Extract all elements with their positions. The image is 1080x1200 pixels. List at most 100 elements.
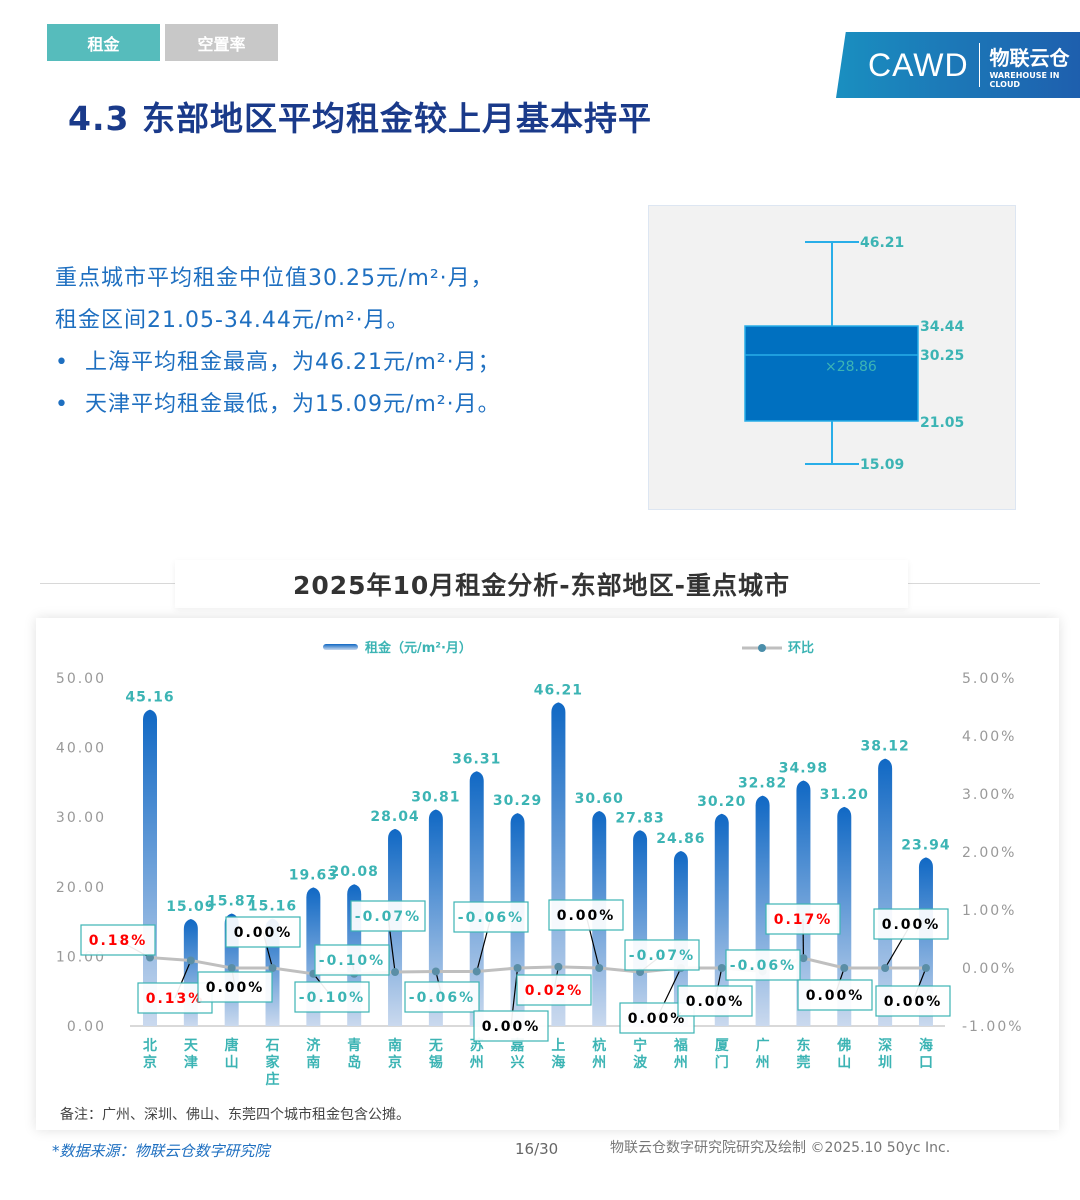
y2-tick-label: 2.00% bbox=[962, 845, 1016, 861]
mom-label-box bbox=[294, 981, 370, 1013]
mom-point bbox=[595, 964, 604, 972]
bar-value-label: 15.16 bbox=[248, 898, 297, 914]
tab-rent[interactable]: 租金 bbox=[47, 24, 160, 61]
legend-label-rent: 租金（元/m²·月） bbox=[365, 640, 472, 656]
mom-point bbox=[717, 964, 726, 972]
boxplot: 46.21 34.44 30.25 ×28.86 21.05 15.09 bbox=[744, 235, 965, 473]
bar-value-label: 19.63 bbox=[289, 867, 338, 883]
logo-brand: 物联云仓 bbox=[989, 45, 1070, 70]
mom-point bbox=[513, 964, 522, 972]
bar-value-label: 46.21 bbox=[534, 682, 583, 698]
divider bbox=[40, 583, 175, 584]
bar-佛山 bbox=[837, 806, 852, 1026]
legend: 租金（元/m²·月） 环比 bbox=[323, 640, 814, 656]
mom-label-box bbox=[473, 1010, 549, 1042]
bar-value-label: 28.04 bbox=[370, 809, 419, 825]
bar-value-label: 15.87 bbox=[207, 894, 256, 910]
bar-value-label: 30.81 bbox=[411, 790, 460, 806]
x-tick-label: 苏州 bbox=[469, 1037, 484, 1071]
x-tick-label: 厦门 bbox=[715, 1038, 730, 1071]
logo-cawd: CAWD bbox=[868, 46, 969, 83]
y2-tick-label: 4.00% bbox=[962, 729, 1016, 745]
bar-value-label: 20.08 bbox=[330, 864, 379, 880]
label-median: 30.25 bbox=[920, 348, 964, 364]
mom-value-label: -0.10% bbox=[299, 990, 365, 1006]
y2-tick-label: -1.00% bbox=[962, 1019, 1024, 1035]
legend-label-mom: 环比 bbox=[788, 640, 814, 656]
x-tick-label: 广州 bbox=[755, 1037, 770, 1071]
box-iqr bbox=[744, 325, 919, 422]
bar-厦门 bbox=[714, 813, 729, 1026]
bar-value-label: 24.86 bbox=[656, 831, 705, 847]
y2-tick-label: 5.00% bbox=[962, 671, 1016, 687]
mom-point bbox=[799, 954, 808, 963]
logo-divider bbox=[978, 43, 980, 87]
mom-value-label: 0.00% bbox=[806, 988, 865, 1004]
mom-point bbox=[186, 956, 195, 965]
mom-value-label: 0.00% bbox=[628, 1011, 687, 1027]
summary-line: 租金区间21.05-34.44元/m²·月。 bbox=[55, 308, 410, 333]
page-title: 4.3 东部地区平均租金较上月基本持平 bbox=[68, 99, 652, 138]
y2-tick-label: 1.00% bbox=[962, 903, 1016, 919]
mom-label-box bbox=[624, 939, 700, 971]
label-mean: ×28.86 bbox=[825, 359, 877, 375]
label-min: 15.09 bbox=[860, 457, 904, 473]
x-tick-label: 石家庄 bbox=[265, 1038, 281, 1088]
mom-label-box bbox=[225, 916, 301, 948]
mom-value-label: -0.06% bbox=[730, 958, 796, 974]
bar-宁波 bbox=[633, 830, 648, 1026]
bar-value-label: 38.12 bbox=[860, 739, 909, 755]
mom-value-label: 0.00% bbox=[686, 994, 745, 1010]
x-tick-label: 深圳 bbox=[878, 1037, 892, 1071]
mom-label-box bbox=[797, 979, 873, 1011]
x-tick-label: 济南 bbox=[306, 1037, 321, 1071]
bar-北京 bbox=[143, 709, 157, 1026]
x-tick-label: 佛山 bbox=[836, 1037, 851, 1071]
y-tick-label: 30.00 bbox=[56, 810, 106, 826]
mom-point bbox=[431, 967, 440, 976]
boxplot-panel: 46.21 34.44 30.25 ×28.86 21.05 15.09 bbox=[648, 205, 1016, 510]
x-tick-label: 唐山 bbox=[225, 1037, 239, 1071]
summary: 重点城市平均租金中位值30.25元/m²·月， 租金区间21.05-34.44元… bbox=[55, 258, 501, 426]
mom-point bbox=[472, 967, 481, 976]
mom-value-label: 0.00% bbox=[234, 925, 293, 941]
mom-label-box bbox=[453, 901, 529, 933]
logo-brand-en: WAREHOUSE IN CLOUD bbox=[989, 70, 1060, 89]
mom-value-label: 0.13% bbox=[146, 991, 205, 1007]
x-tick-label: 南京 bbox=[388, 1037, 402, 1071]
mom-label-box bbox=[548, 899, 624, 931]
mom-value-label: -0.06% bbox=[458, 910, 524, 926]
mom-label-box bbox=[677, 985, 753, 1017]
y-tick-label: 40.00 bbox=[56, 741, 106, 757]
bar-value-label: 34.98 bbox=[779, 761, 828, 777]
y2-tick-label: 3.00% bbox=[962, 787, 1016, 803]
mom-value-label: 0.18% bbox=[89, 933, 148, 949]
bar-上海 bbox=[551, 702, 566, 1026]
x-tick-label: 福州 bbox=[673, 1037, 688, 1071]
mom-label-box bbox=[516, 974, 592, 1006]
bar-value-label: 23.94 bbox=[901, 837, 950, 853]
bar-value-label: 30.60 bbox=[575, 791, 624, 807]
mom-value-label: 0.00% bbox=[482, 1019, 541, 1035]
bar-福州 bbox=[673, 850, 688, 1026]
x-tick-label: 宁波 bbox=[633, 1037, 648, 1071]
bar-value-label: 45.16 bbox=[125, 690, 174, 706]
mom-label-box bbox=[80, 924, 156, 956]
chart-note: 备注：广州、深圳、佛山、东莞四个城市租金包含公摊。 bbox=[60, 1107, 410, 1123]
summary-bullet: • 天津平均租金最低，为15.09元/m²·月。 bbox=[55, 392, 501, 417]
mom-value-label: 0.02% bbox=[525, 983, 584, 999]
logo: CAWD 物联云仓 WAREHOUSE IN CLOUD bbox=[836, 32, 1080, 98]
mom-point bbox=[881, 964, 890, 972]
label-q3: 34.44 bbox=[920, 319, 965, 335]
mom-label-box bbox=[350, 900, 426, 932]
tab-vacancy-rate[interactable]: 空置率 bbox=[165, 24, 278, 61]
bar-海口 bbox=[918, 857, 933, 1026]
mom-value-label: 0.00% bbox=[882, 917, 941, 933]
x-tick-label: 杭州 bbox=[591, 1037, 606, 1071]
divider bbox=[908, 583, 1040, 584]
bar-value-label: 36.31 bbox=[452, 751, 501, 767]
mom-value-label: -0.07% bbox=[629, 948, 695, 964]
chart-title: 2025年10月租金分析-东部地区-重点城市 bbox=[175, 560, 908, 608]
bar-苏州 bbox=[469, 771, 484, 1026]
